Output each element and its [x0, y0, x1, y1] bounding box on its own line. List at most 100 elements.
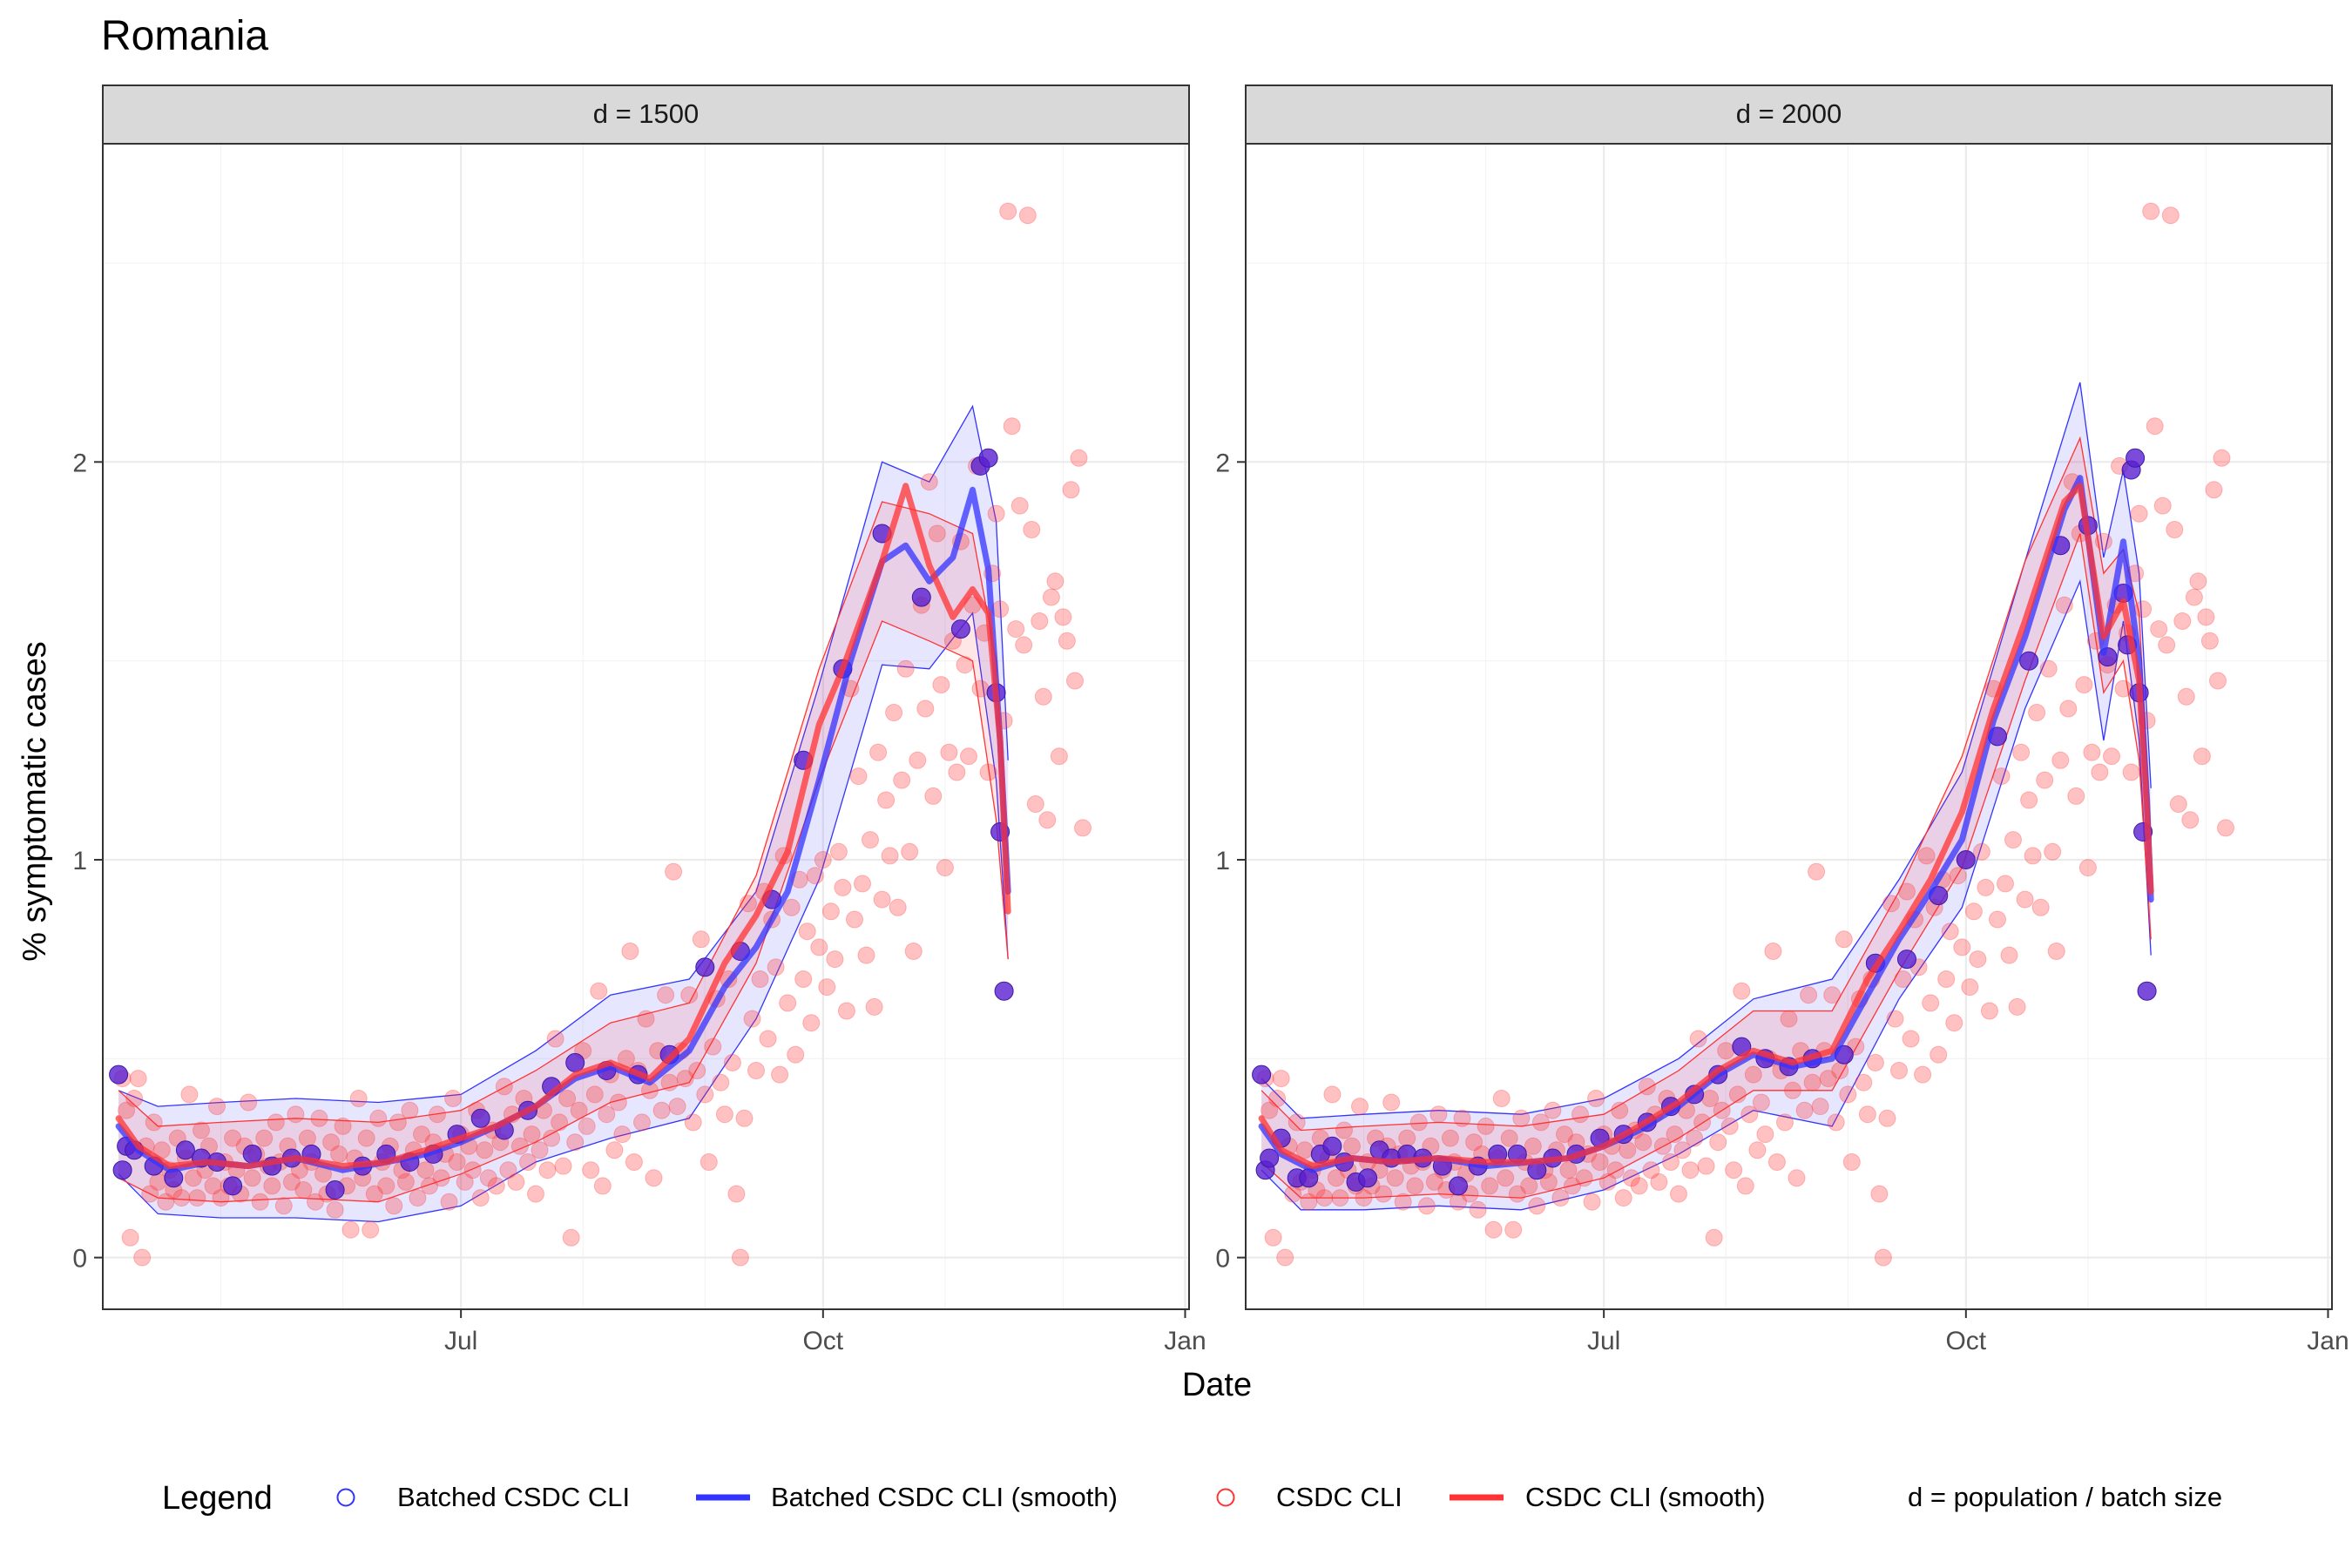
- batched-point: [2019, 651, 2039, 671]
- csdc-point: [821, 902, 840, 921]
- csdc-point: [1571, 1105, 1589, 1124]
- csdc-point: [349, 1090, 368, 1107]
- csdc-point: [531, 1141, 549, 1159]
- csdc-point: [621, 943, 639, 960]
- csdc-point: [1839, 1085, 1857, 1104]
- csdc-point: [1922, 994, 1940, 1012]
- csdc-point: [507, 1173, 525, 1191]
- csdc-point: [1969, 950, 1987, 969]
- csdc-point: [133, 1248, 152, 1267]
- csdc-point: [1725, 1161, 1743, 1179]
- csdc-point: [2044, 842, 2062, 861]
- csdc-point: [727, 1185, 746, 1203]
- csdc-point: [987, 504, 1005, 523]
- csdc-point: [554, 1157, 572, 1175]
- csdc-point: [251, 1193, 269, 1211]
- batched-point: [1956, 850, 1976, 869]
- x-tick-label: Jul: [444, 1327, 477, 1355]
- csdc-point: [806, 867, 824, 885]
- csdc-point: [1953, 938, 1971, 956]
- csdc-point: [1591, 1153, 1609, 1171]
- csdc-point: [940, 743, 958, 761]
- csdc-point: [1564, 1177, 1581, 1195]
- csdc-point: [723, 1053, 741, 1071]
- csdc-point: [979, 763, 997, 781]
- csdc-point: [798, 923, 816, 941]
- csdc-point: [1890, 1062, 1908, 1079]
- csdc-point: [157, 1193, 175, 1211]
- csdc-point: [389, 1113, 407, 1132]
- batched-point: [242, 1144, 262, 1164]
- csdc-point: [385, 1197, 403, 1215]
- csdc-point: [684, 1113, 702, 1132]
- csdc-point: [1046, 572, 1064, 591]
- csdc-point: [896, 659, 915, 678]
- csdc-point: [2169, 795, 2187, 813]
- csdc-band-lower: [118, 620, 1009, 1203]
- csdc-point: [1066, 672, 1084, 690]
- csdc-point: [479, 1169, 497, 1187]
- csdc-point: [665, 862, 683, 881]
- csdc-point: [1619, 1141, 1637, 1159]
- csdc-point: [2012, 743, 2031, 761]
- csdc-point: [715, 1105, 733, 1124]
- csdc-point: [893, 771, 911, 789]
- legend-label-batched-point: Batched CSDC CLI: [397, 1482, 630, 1512]
- csdc-point: [2047, 943, 2065, 960]
- csdc-point: [1780, 1010, 1798, 1028]
- csdc-point: [1800, 986, 1818, 1004]
- csdc-point: [1520, 1177, 1538, 1195]
- csdc-point: [2055, 596, 2073, 614]
- csdc-point: [1784, 1081, 1801, 1099]
- csdc-point: [668, 1098, 686, 1116]
- csdc-point: [735, 1109, 754, 1127]
- csdc-point: [2134, 600, 2153, 618]
- csdc-point: [767, 958, 785, 977]
- csdc-point: [1697, 1157, 1715, 1175]
- csdc-point: [652, 1101, 671, 1119]
- x-tick-label: Oct: [1945, 1327, 1986, 1355]
- csdc-point: [396, 1173, 415, 1191]
- csdc-point: [999, 202, 1017, 220]
- csdc-point: [1512, 1109, 1531, 1127]
- csdc-point: [704, 1037, 722, 1056]
- csdc-point: [609, 1093, 627, 1112]
- csdc-point: [129, 1070, 147, 1088]
- csdc-point: [263, 1177, 281, 1195]
- csdc-point: [901, 842, 919, 861]
- y-tick-label: 1: [72, 847, 87, 875]
- csdc-point: [421, 1177, 438, 1195]
- csdc-point: [1611, 1101, 1629, 1119]
- csdc-point: [1827, 1113, 1845, 1132]
- csdc-band-lower: [1260, 533, 2152, 1199]
- csdc-point: [2039, 659, 2058, 678]
- csdc-point: [700, 1153, 718, 1171]
- csdc-point: [519, 1153, 537, 1171]
- csdc-point: [495, 1078, 513, 1096]
- csdc-point: [802, 1014, 821, 1032]
- batched-band-lower: [1260, 578, 2152, 1211]
- csdc-point: [1622, 1169, 1640, 1187]
- strip-d-1500: [102, 84, 1190, 145]
- csdc-point: [834, 878, 852, 896]
- x-tick-label: Oct: [802, 1327, 843, 1355]
- csdc-point: [2185, 588, 2203, 606]
- csdc-point: [818, 978, 836, 997]
- csdc-point: [1819, 1070, 1837, 1088]
- csdc-point: [747, 1062, 765, 1079]
- csdc-point: [881, 847, 899, 865]
- csdc-point: [208, 1098, 226, 1116]
- csdc-point: [1264, 1228, 1282, 1247]
- csdc-point: [322, 1133, 341, 1152]
- csdc-point: [2059, 700, 2078, 718]
- csdc-point: [869, 743, 888, 761]
- batched-point: [2126, 448, 2146, 468]
- csdc-point: [1469, 1200, 1487, 1219]
- batched-point: [911, 587, 931, 607]
- batched-band-upper: [118, 404, 1009, 1107]
- csdc-point: [180, 1085, 199, 1104]
- csdc-point: [310, 1109, 328, 1127]
- csdc-point: [2103, 747, 2120, 766]
- csdc-point: [849, 767, 868, 786]
- csdc-point: [1653, 1137, 1672, 1155]
